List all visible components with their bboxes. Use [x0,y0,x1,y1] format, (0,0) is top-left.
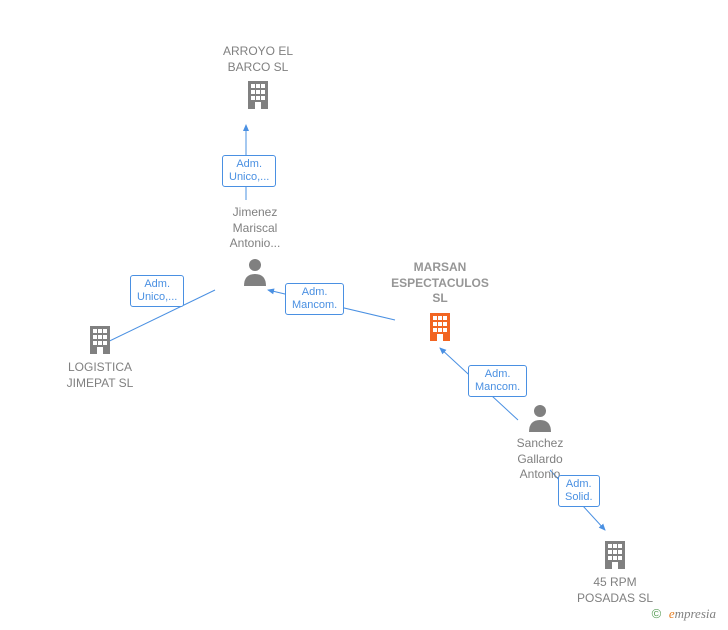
person-icon [525,402,555,432]
edge-label-adm-mancom-2: Adm.Mancom. [468,365,527,397]
node-jimenez-label: JimenezMariscalAntonio... [215,205,295,252]
edge-label-adm-unico-1: Adm.Unico,... [222,155,276,187]
building-icon [84,324,116,356]
edge-label-adm-mancom-1: Adm.Mancom. [285,283,344,315]
edge-label-adm-solid: Adm.Solid. [558,475,600,507]
node-rpm[interactable]: 45 RPMPOSADAS SL [565,535,665,606]
node-arroyo-label: ARROYO ELBARCO SL [213,44,303,75]
node-arroyo[interactable]: ARROYO ELBARCO SL [213,44,303,115]
copyright-symbol: © [652,606,662,621]
node-logistica-label: LOGISTICAJIMEPAT SL [55,360,145,391]
building-icon [424,311,456,343]
edge-label-adm-unico-2: Adm.Unico,... [130,275,184,307]
node-rpm-label: 45 RPMPOSADAS SL [565,575,665,606]
node-logistica[interactable]: LOGISTICAJIMEPAT SL [55,320,145,391]
node-marsan-label: MARSANESPECTACULOSSL [380,260,500,307]
logo-rest: mpresia [675,606,716,621]
person-icon [240,256,270,286]
node-jimenez[interactable]: JimenezMariscalAntonio... [215,205,295,290]
node-sanchez[interactable]: SanchezGallardoAntonio [500,398,580,483]
node-marsan[interactable]: MARSANESPECTACULOSSL [380,260,500,347]
building-icon [242,79,274,111]
footer-copyright: © empresia [652,606,716,622]
building-icon [599,539,631,571]
